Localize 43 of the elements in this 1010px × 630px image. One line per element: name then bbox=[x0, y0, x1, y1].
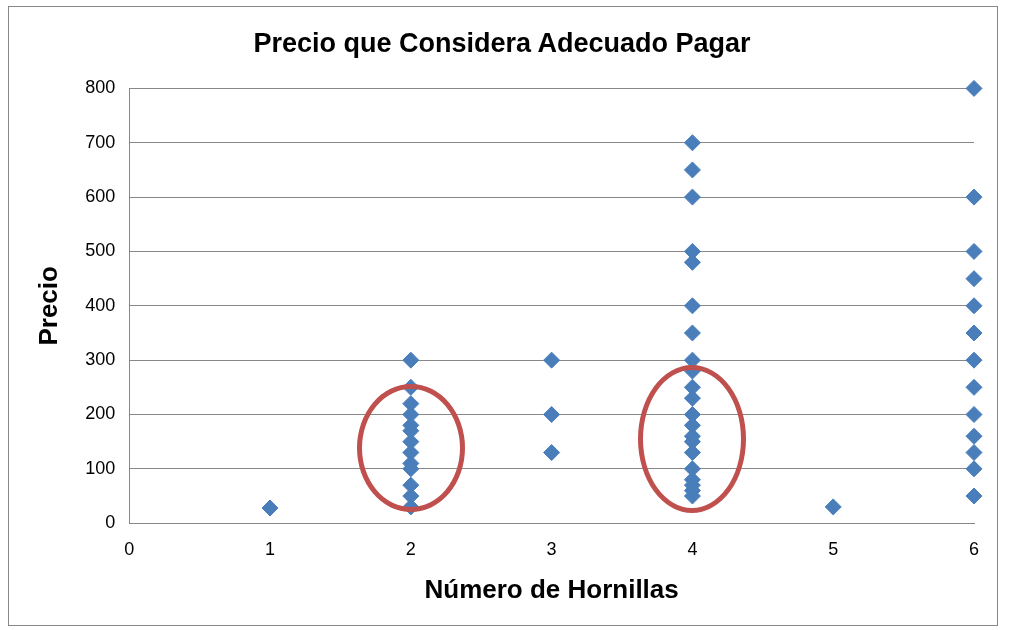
point bbox=[965, 351, 983, 369]
chart-title: Precio que Considera Adecuado Pagar bbox=[253, 27, 752, 58]
point bbox=[965, 460, 983, 478]
point bbox=[965, 324, 983, 342]
x-tick-label: 2 bbox=[405, 538, 416, 559]
y-tick-label: 200 bbox=[85, 403, 116, 424]
point bbox=[965, 79, 983, 97]
y-tick-label: 400 bbox=[85, 294, 116, 315]
y-tick-label: 100 bbox=[85, 457, 116, 478]
point bbox=[543, 351, 561, 369]
point bbox=[683, 188, 701, 206]
point bbox=[824, 498, 842, 516]
point bbox=[965, 427, 983, 445]
point bbox=[965, 297, 983, 315]
point bbox=[683, 134, 701, 152]
point bbox=[683, 324, 701, 342]
x-tick-label: 3 bbox=[546, 538, 557, 559]
y-tick-label: 700 bbox=[85, 131, 116, 152]
point bbox=[261, 499, 279, 517]
point bbox=[965, 444, 983, 462]
point bbox=[965, 188, 983, 206]
point bbox=[965, 487, 983, 505]
point bbox=[965, 270, 983, 288]
y-tick-label: 0 bbox=[105, 512, 116, 533]
point bbox=[543, 444, 561, 462]
x-tick-label: 5 bbox=[828, 538, 839, 559]
x-tick-label: 0 bbox=[124, 538, 135, 559]
y-tick-label: 300 bbox=[85, 349, 116, 370]
x-tick-label: 1 bbox=[265, 538, 276, 559]
y-tick-label: 800 bbox=[85, 77, 116, 98]
x-tick-label: 6 bbox=[968, 538, 980, 559]
y-tick-label: 600 bbox=[85, 186, 116, 207]
y-axis-title: Precio bbox=[32, 266, 63, 346]
x-axis-title: Número de Hornillas bbox=[424, 573, 679, 604]
point bbox=[683, 297, 701, 315]
x-tick-label: 4 bbox=[687, 538, 698, 559]
point bbox=[965, 378, 983, 396]
point bbox=[543, 406, 561, 423]
point bbox=[683, 161, 701, 179]
point bbox=[965, 406, 983, 423]
point bbox=[402, 351, 420, 369]
point bbox=[965, 242, 983, 260]
y-tick-label: 500 bbox=[85, 240, 116, 261]
